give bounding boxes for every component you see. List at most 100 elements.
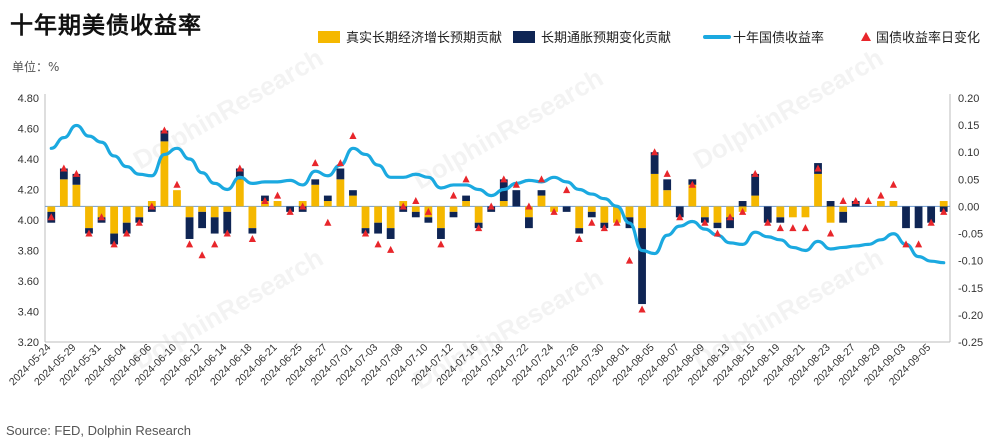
bar-segment xyxy=(462,201,470,207)
bar-segment xyxy=(776,217,785,223)
bar-segment xyxy=(437,228,445,239)
bar-segment xyxy=(336,168,345,180)
change-marker xyxy=(424,207,432,215)
y-tick-label: 3.80 xyxy=(18,246,39,258)
change-marker xyxy=(940,207,948,215)
change-marker xyxy=(739,207,747,215)
change-marker xyxy=(663,169,671,177)
bar-segment xyxy=(650,152,659,174)
bar-segment xyxy=(713,222,722,229)
bar-segment xyxy=(700,206,709,218)
bar-segment xyxy=(223,211,232,234)
bar-segment xyxy=(223,206,232,212)
change-marker xyxy=(625,256,634,264)
change-marker xyxy=(852,197,860,205)
bar-segment xyxy=(776,206,785,218)
bar-segment xyxy=(600,206,609,223)
change-marker xyxy=(814,164,822,172)
bar-segment xyxy=(575,206,584,229)
bar-segment xyxy=(185,206,194,218)
bar-segment xyxy=(59,179,68,207)
bar-segment xyxy=(499,201,508,207)
change-marker xyxy=(588,218,596,226)
bar-segment xyxy=(713,206,722,223)
bar-segment xyxy=(902,206,910,229)
change-marker xyxy=(826,229,835,237)
bar-segment xyxy=(839,206,848,212)
change-marker xyxy=(525,202,533,210)
change-marker xyxy=(261,197,269,205)
bar-segment xyxy=(562,206,571,212)
change-marker xyxy=(613,218,621,226)
legend-label: 国债收益率日变化 xyxy=(876,30,980,46)
bar-segment xyxy=(449,206,458,212)
source-note: Source: FED, Dolphin Research xyxy=(6,423,191,438)
bar-segment xyxy=(663,179,672,191)
y2-tick-label: 0.15 xyxy=(958,120,979,132)
bar-segment xyxy=(826,201,835,207)
change-marker xyxy=(563,186,571,194)
change-marker xyxy=(336,159,344,167)
bar-segment xyxy=(386,228,395,239)
change-marker xyxy=(135,218,143,226)
bar-segment xyxy=(47,206,56,212)
bar-segment xyxy=(525,217,533,229)
bar-segment xyxy=(185,217,194,239)
bar-segment xyxy=(135,206,144,218)
bar-segment xyxy=(110,233,119,245)
y2-tick-label: -0.10 xyxy=(958,256,983,268)
watermark-text: DolphinResearch xyxy=(408,62,608,195)
bar-segment xyxy=(876,201,885,207)
y-tick-label: 4.60 xyxy=(18,124,39,136)
change-marker xyxy=(349,131,357,139)
bar-segment xyxy=(173,190,181,207)
change-marker xyxy=(500,175,508,183)
bar-segment xyxy=(587,211,596,218)
change-marker xyxy=(877,191,885,199)
bar-segment xyxy=(85,206,93,229)
y2-tick-label: -0.15 xyxy=(958,283,983,295)
bar-segment xyxy=(512,190,521,207)
y2-tick-label: -0.20 xyxy=(958,310,983,322)
change-marker xyxy=(148,202,156,210)
bar-segment xyxy=(411,211,420,218)
watermark-text: DolphinResearch xyxy=(128,42,328,175)
bar-segment xyxy=(72,184,81,207)
bar-segment xyxy=(814,173,822,207)
bar-segment xyxy=(889,201,898,207)
y2-tick-label: -0.25 xyxy=(958,337,983,349)
bar-segment xyxy=(72,173,81,185)
bar-segment xyxy=(575,228,584,234)
change-marker xyxy=(374,240,382,248)
bar-segment xyxy=(424,217,433,223)
change-marker xyxy=(914,240,923,248)
bar-segment xyxy=(462,195,470,202)
bar-segment xyxy=(122,222,131,234)
change-marker xyxy=(600,224,608,232)
bar-segment xyxy=(311,179,320,185)
change-marker xyxy=(437,240,445,248)
legend-swatch xyxy=(513,31,535,43)
bar-segment xyxy=(801,206,810,218)
watermark-text: DolphinResearch xyxy=(688,42,888,175)
bar-segment xyxy=(839,211,848,223)
bar-segment xyxy=(323,195,332,202)
change-marker xyxy=(889,180,898,188)
change-marker xyxy=(789,224,797,232)
change-marker xyxy=(462,175,470,183)
change-marker xyxy=(701,218,709,226)
bar-segment xyxy=(663,190,672,207)
change-marker xyxy=(575,234,583,242)
bar-segment xyxy=(311,184,320,207)
change-marker xyxy=(726,213,734,221)
bar-segment xyxy=(248,228,257,234)
change-marker xyxy=(776,224,784,232)
change-marker xyxy=(399,202,407,210)
bar-segment xyxy=(235,168,244,180)
change-marker xyxy=(160,126,169,134)
legend: 真实长期经济增长预期贡献 长期通胀预期变化贡献 十年国债收益率 国债收益率日变化 xyxy=(318,30,980,46)
y-tick-label: 3.20 xyxy=(18,337,39,349)
change-marker xyxy=(902,240,910,248)
bar-segment xyxy=(336,179,345,207)
